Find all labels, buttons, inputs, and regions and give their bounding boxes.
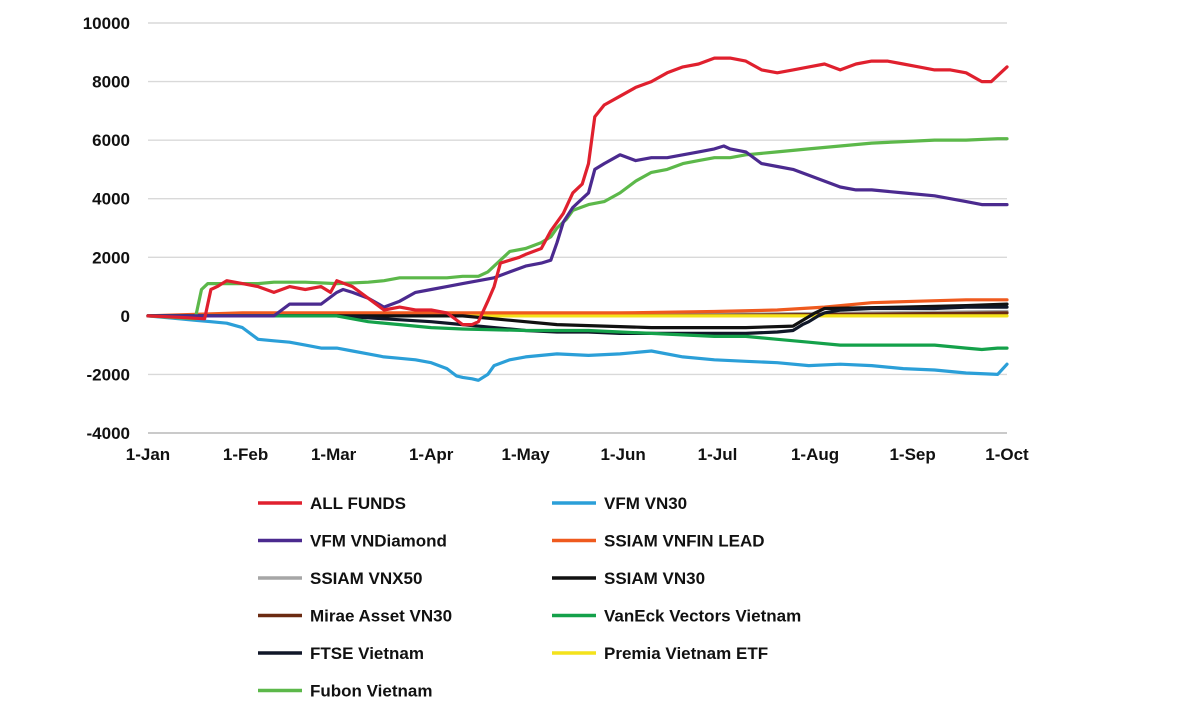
x-tick-label: 1-Mar xyxy=(311,445,357,464)
legend-label: VanEck Vectors Vietnam xyxy=(604,607,801,626)
series-line-all-funds xyxy=(146,56,1009,327)
legend-entry-all-funds: ALL FUNDS xyxy=(258,494,406,513)
legend-entry-vaneck-vectors-vietnam: VanEck Vectors Vietnam xyxy=(552,607,801,626)
y-tick-label: 8000 xyxy=(92,73,130,92)
x-tick-label: 1-Jan xyxy=(126,445,170,464)
legend-entry-ssiam-vn30: SSIAM VN30 xyxy=(552,569,705,588)
y-tick-label: 0 xyxy=(121,307,130,326)
legend-entry-ssiam-vnx50: SSIAM VNX50 xyxy=(258,569,422,588)
legend-entry-mirae-asset-vn30: Mirae Asset VN30 xyxy=(258,607,452,626)
y-tick-label: 10000 xyxy=(83,14,130,33)
series-line-vfm-vn30 xyxy=(146,314,1009,382)
y-tick-label: 2000 xyxy=(92,248,130,267)
grid-layer xyxy=(148,22,1007,434)
legend-label: SSIAM VN30 xyxy=(604,569,705,588)
series-line-fubon-vietnam xyxy=(146,137,1009,321)
y-tick-label: -4000 xyxy=(87,424,130,443)
legend-label: SSIAM VNFIN LEAD xyxy=(604,532,765,551)
legend-entry-vfm-vndiamond: VFM VNDiamond xyxy=(258,532,447,551)
x-tick-label: 1-Sep xyxy=(889,445,935,464)
legend-entry-premia-vietnam-etf: Premia Vietnam ETF xyxy=(552,644,768,663)
legend-entry-vfm-vn30: VFM VN30 xyxy=(552,494,687,513)
legend-label: VFM VNDiamond xyxy=(310,532,447,551)
x-tick-label: 1-Jun xyxy=(600,445,645,464)
x-tick-label: 1-May xyxy=(501,445,550,464)
legend-label: ALL FUNDS xyxy=(310,494,406,513)
legend-label: FTSE Vietnam xyxy=(310,644,424,663)
legend-entry-fubon-vietnam: Fubon Vietnam xyxy=(258,682,432,701)
legend-label: SSIAM VNX50 xyxy=(310,569,422,588)
legend-label: Fubon Vietnam xyxy=(310,682,432,701)
series-line-vaneck-vectors-vietnam xyxy=(146,314,1009,352)
legend-entry-ssiam-vnfin-lead: SSIAM VNFIN LEAD xyxy=(552,532,765,551)
x-tick-label: 1-Feb xyxy=(223,445,268,464)
series-line-ssiam-vnfin-lead xyxy=(146,298,1009,318)
legend-label: Mirae Asset VN30 xyxy=(310,607,452,626)
legend-entry-ftse-vietnam: FTSE Vietnam xyxy=(258,644,424,663)
axis-layer: -4000 -2000 0 2000 4000 6000 8000 10000 1-Jan 1-F… xyxy=(83,14,1029,464)
x-tick-label: 1-Jul xyxy=(698,445,738,464)
legend-label: Premia Vietnam ETF xyxy=(604,644,768,663)
series-layer xyxy=(146,56,1009,382)
y-tick-label: -2000 xyxy=(87,365,130,384)
legend-label: VFM VN30 xyxy=(604,494,687,513)
series-line-ssiam-vn30 xyxy=(146,302,1009,330)
y-tick-label: 6000 xyxy=(92,131,130,150)
x-tick-label: 1-Oct xyxy=(985,445,1029,464)
y-tick-label: 4000 xyxy=(92,190,130,209)
legend: ALL FUNDS VFM VN30 VFM VNDiamond SSIAM VNFI… xyxy=(258,494,801,701)
x-tick-label: 1-Apr xyxy=(409,445,454,464)
x-tick-label: 1-Aug xyxy=(791,445,839,464)
